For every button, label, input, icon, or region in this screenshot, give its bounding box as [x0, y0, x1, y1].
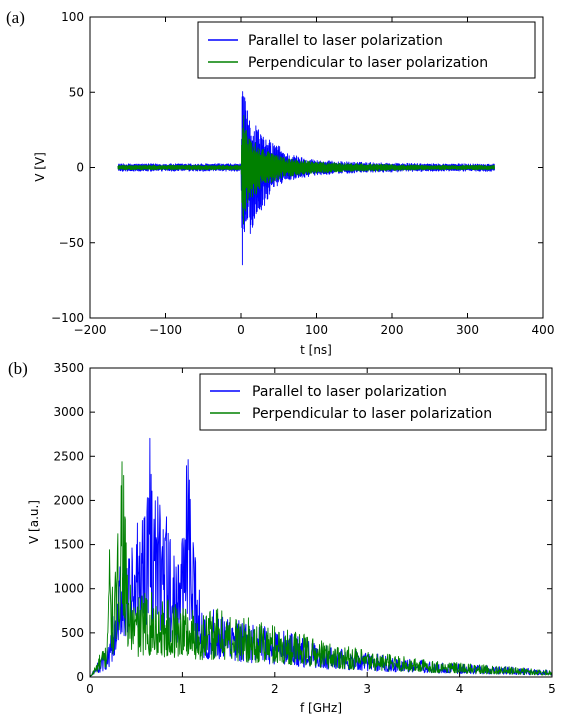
panel-b-label: (b) [8, 359, 28, 378]
panel-a-x-tick-label: −200 [74, 323, 107, 337]
panel-b-y-tick-label: 3000 [53, 405, 84, 419]
panel-b-x-tick-label: 2 [271, 682, 279, 696]
panel-a-y-tick-label: 50 [69, 85, 84, 99]
panel-b-y-tick-label: 500 [61, 626, 84, 640]
panel-a: (a) −200 −100 0 100 200 300 400 100500−50−100 … [6, 8, 554, 357]
panel-a-y-tick-label: −50 [59, 236, 84, 250]
panel-b-x-tick-label: 3 [363, 682, 371, 696]
panel-b-series-perpendicular [89, 461, 553, 678]
panel-b-legend-perpendicular: Perpendicular to laser polarization [252, 406, 492, 422]
panel-a-plot-area [117, 91, 495, 266]
panel-b-y-label: V [a.u.] [27, 500, 41, 544]
panel-a-x-tick-label: 400 [532, 323, 555, 337]
panel-b-axes-frame [89, 367, 553, 678]
panel-a-legend-perpendicular: Perpendicular to laser polarization [248, 55, 488, 71]
panel-b-y-tick-label: 2500 [53, 449, 84, 463]
panel-a-legend-box [197, 21, 536, 79]
panel-b-x-tick-label: 0 [86, 682, 94, 696]
panel-a-x-tick-label: −100 [149, 323, 182, 337]
panel-a-y-ticks: 100 50 0 −50 −100 [51, 10, 543, 325]
panel-b-x-label: f [GHz] [300, 701, 342, 715]
panel-b-x-tick-label: 5 [548, 682, 556, 696]
panel-b-y-tick-label: 2000 [53, 493, 84, 507]
panel-b-x-tick-label: 4 [456, 682, 464, 696]
panel-a-y-tick-label: 100 [61, 10, 84, 24]
panel-b-y-ticks: 3500 3000 2500 2000 1500 1000 500 0 [53, 361, 552, 684]
panel-a-x-ticks: −200 −100 0 100 200 300 400 [74, 17, 555, 337]
panel-a-series-parallel [117, 91, 495, 266]
panel-b-legend: Parallel to laser polarization Perpendic… [199, 373, 547, 431]
panel-b-x-ticks: 0 1 2 3 4 5 [86, 368, 556, 696]
panel-a-label: (a) [6, 8, 25, 27]
panel-a-x-tick-label: 100 [305, 323, 328, 337]
panel-b-y-tick-label: 3500 [53, 361, 84, 375]
panel-a-legend: Parallel to laser polarization Perpendic… [197, 21, 536, 79]
panel-a-y-label: V [V] [33, 152, 47, 182]
panel-b-x-tick-label: 1 [179, 682, 187, 696]
panel-a-series-perpendicular [117, 115, 495, 225]
panel-b-y-tick-label: 0 [76, 670, 84, 684]
panel-a-y-tick-label: 0 [76, 161, 84, 175]
panel-b-legend-box [199, 373, 547, 431]
panel-a-legend-parallel: Parallel to laser polarization [248, 33, 443, 49]
panel-b-plot-area [89, 437, 553, 678]
panel-b: (b) 0 1 2 3 4 5 3500 3000 2500 2000 1500 1000 5000 … [8, 359, 556, 715]
panel-b-y-tick-label: 1000 [53, 582, 84, 596]
panel-a-x-tick-label: 200 [381, 323, 404, 337]
panel-a-x-label: t [ns] [300, 343, 332, 357]
panel-a-y-tick-label: −100 [51, 311, 84, 325]
panel-a-x-tick-label: 0 [237, 323, 245, 337]
panel-b-y-tick-label: 1500 [53, 538, 84, 552]
panel-b-legend-parallel: Parallel to laser polarization [252, 384, 447, 400]
panel-a-x-tick-label: 300 [456, 323, 479, 337]
